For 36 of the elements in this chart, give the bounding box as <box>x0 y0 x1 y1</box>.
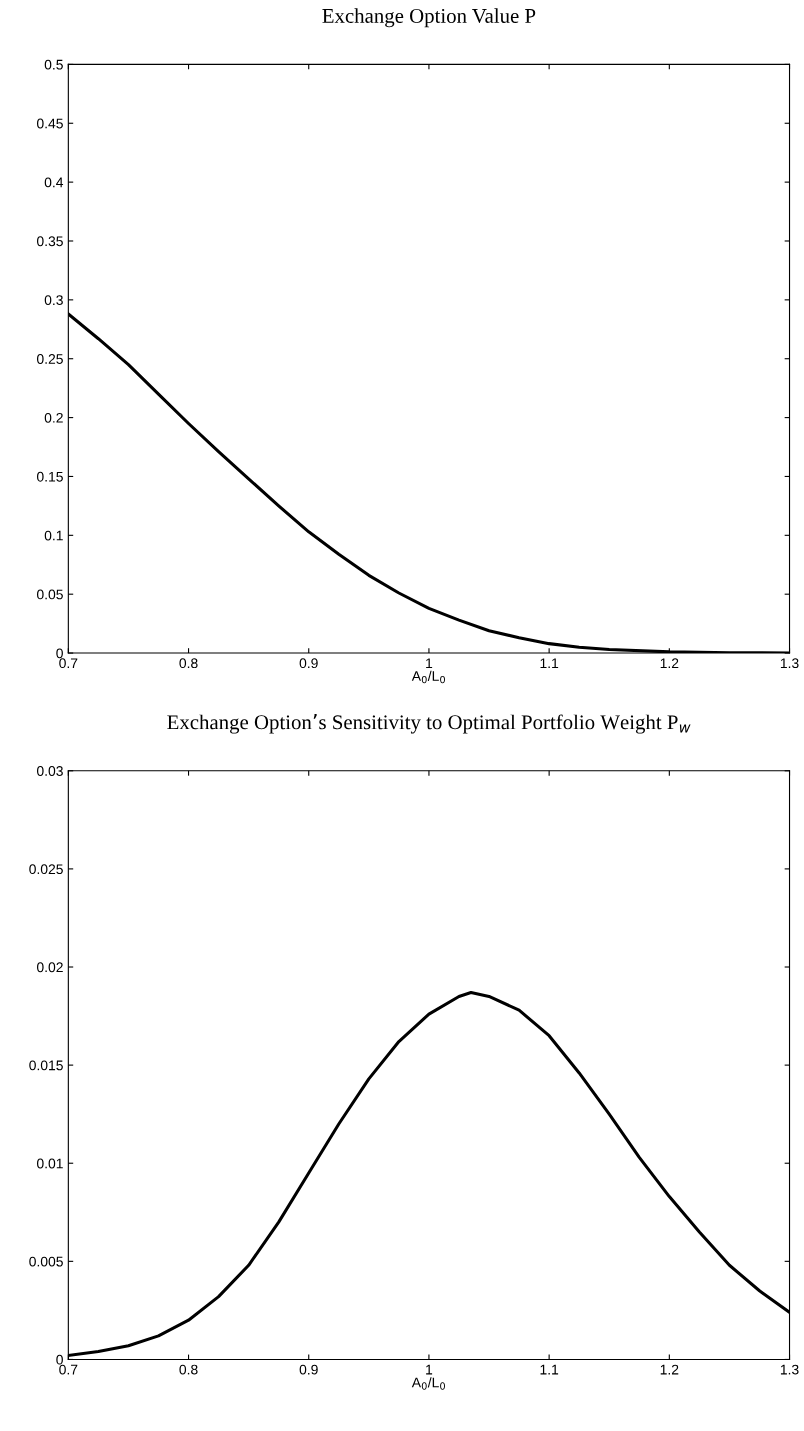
x-tick-label: 0.9 <box>299 658 318 669</box>
x-tick-label: 1.1 <box>540 1364 559 1375</box>
y-tick-label: 0.45 <box>36 118 63 129</box>
x-tick-label: 1 <box>426 1364 433 1375</box>
x-tick-label: 0.7 <box>59 658 78 669</box>
x-tick-label: 1.3 <box>780 1364 799 1375</box>
x-tick-label: 1.2 <box>660 658 679 668</box>
chart-title: Exchange Option’s Sensitivity to Optimal Portfolio Weight P$_{w}$ <box>167 713 691 734</box>
x-tick-label: 0.8 <box>179 658 198 669</box>
y-tick-label: 0.15 <box>36 471 63 482</box>
y-tick-label: 0.02 <box>36 962 63 973</box>
x-axis-title: A$_{0}$/L$_{0}$ <box>411 1377 445 1390</box>
x-tick-label: 1.3 <box>780 658 799 669</box>
x-tick-label: 1.2 <box>660 1364 679 1375</box>
y-tick-label: 0.005 <box>29 1256 63 1267</box>
x-tick-label: 1 <box>426 658 433 668</box>
y-tick-label: 0 <box>56 648 63 659</box>
y-tick-label: 0.05 <box>36 589 63 600</box>
y-tick-label: 0.025 <box>29 864 63 875</box>
x-tick-label: 1.1 <box>540 658 559 668</box>
x-tick-label: 0.7 <box>59 1364 78 1375</box>
y-tick-label: 0.35 <box>36 236 63 247</box>
y-tick-label: 0 <box>56 1354 63 1365</box>
y-tick-label: 0.2 <box>44 412 63 423</box>
y-tick-label: 0.015 <box>29 1060 63 1071</box>
y-tick-label: 0.3 <box>44 295 63 306</box>
y-tick-label: 0.25 <box>36 354 63 364</box>
chart-title: Exchange Option Value P <box>322 8 536 28</box>
x-tick-label: 0.9 <box>299 1364 318 1375</box>
y-tick-label: 0.4 <box>44 177 64 188</box>
x-tick-label: 0.8 <box>179 1364 198 1375</box>
y-tick-label: 0.01 <box>36 1158 63 1169</box>
y-tick-label: 0.1 <box>44 530 63 541</box>
y-tick-label: 0.03 <box>36 766 63 776</box>
y-tick-label: 0.5 <box>44 59 63 70</box>
x-axis-title: A$_{0}$/L$_{0}$ <box>411 670 445 684</box>
